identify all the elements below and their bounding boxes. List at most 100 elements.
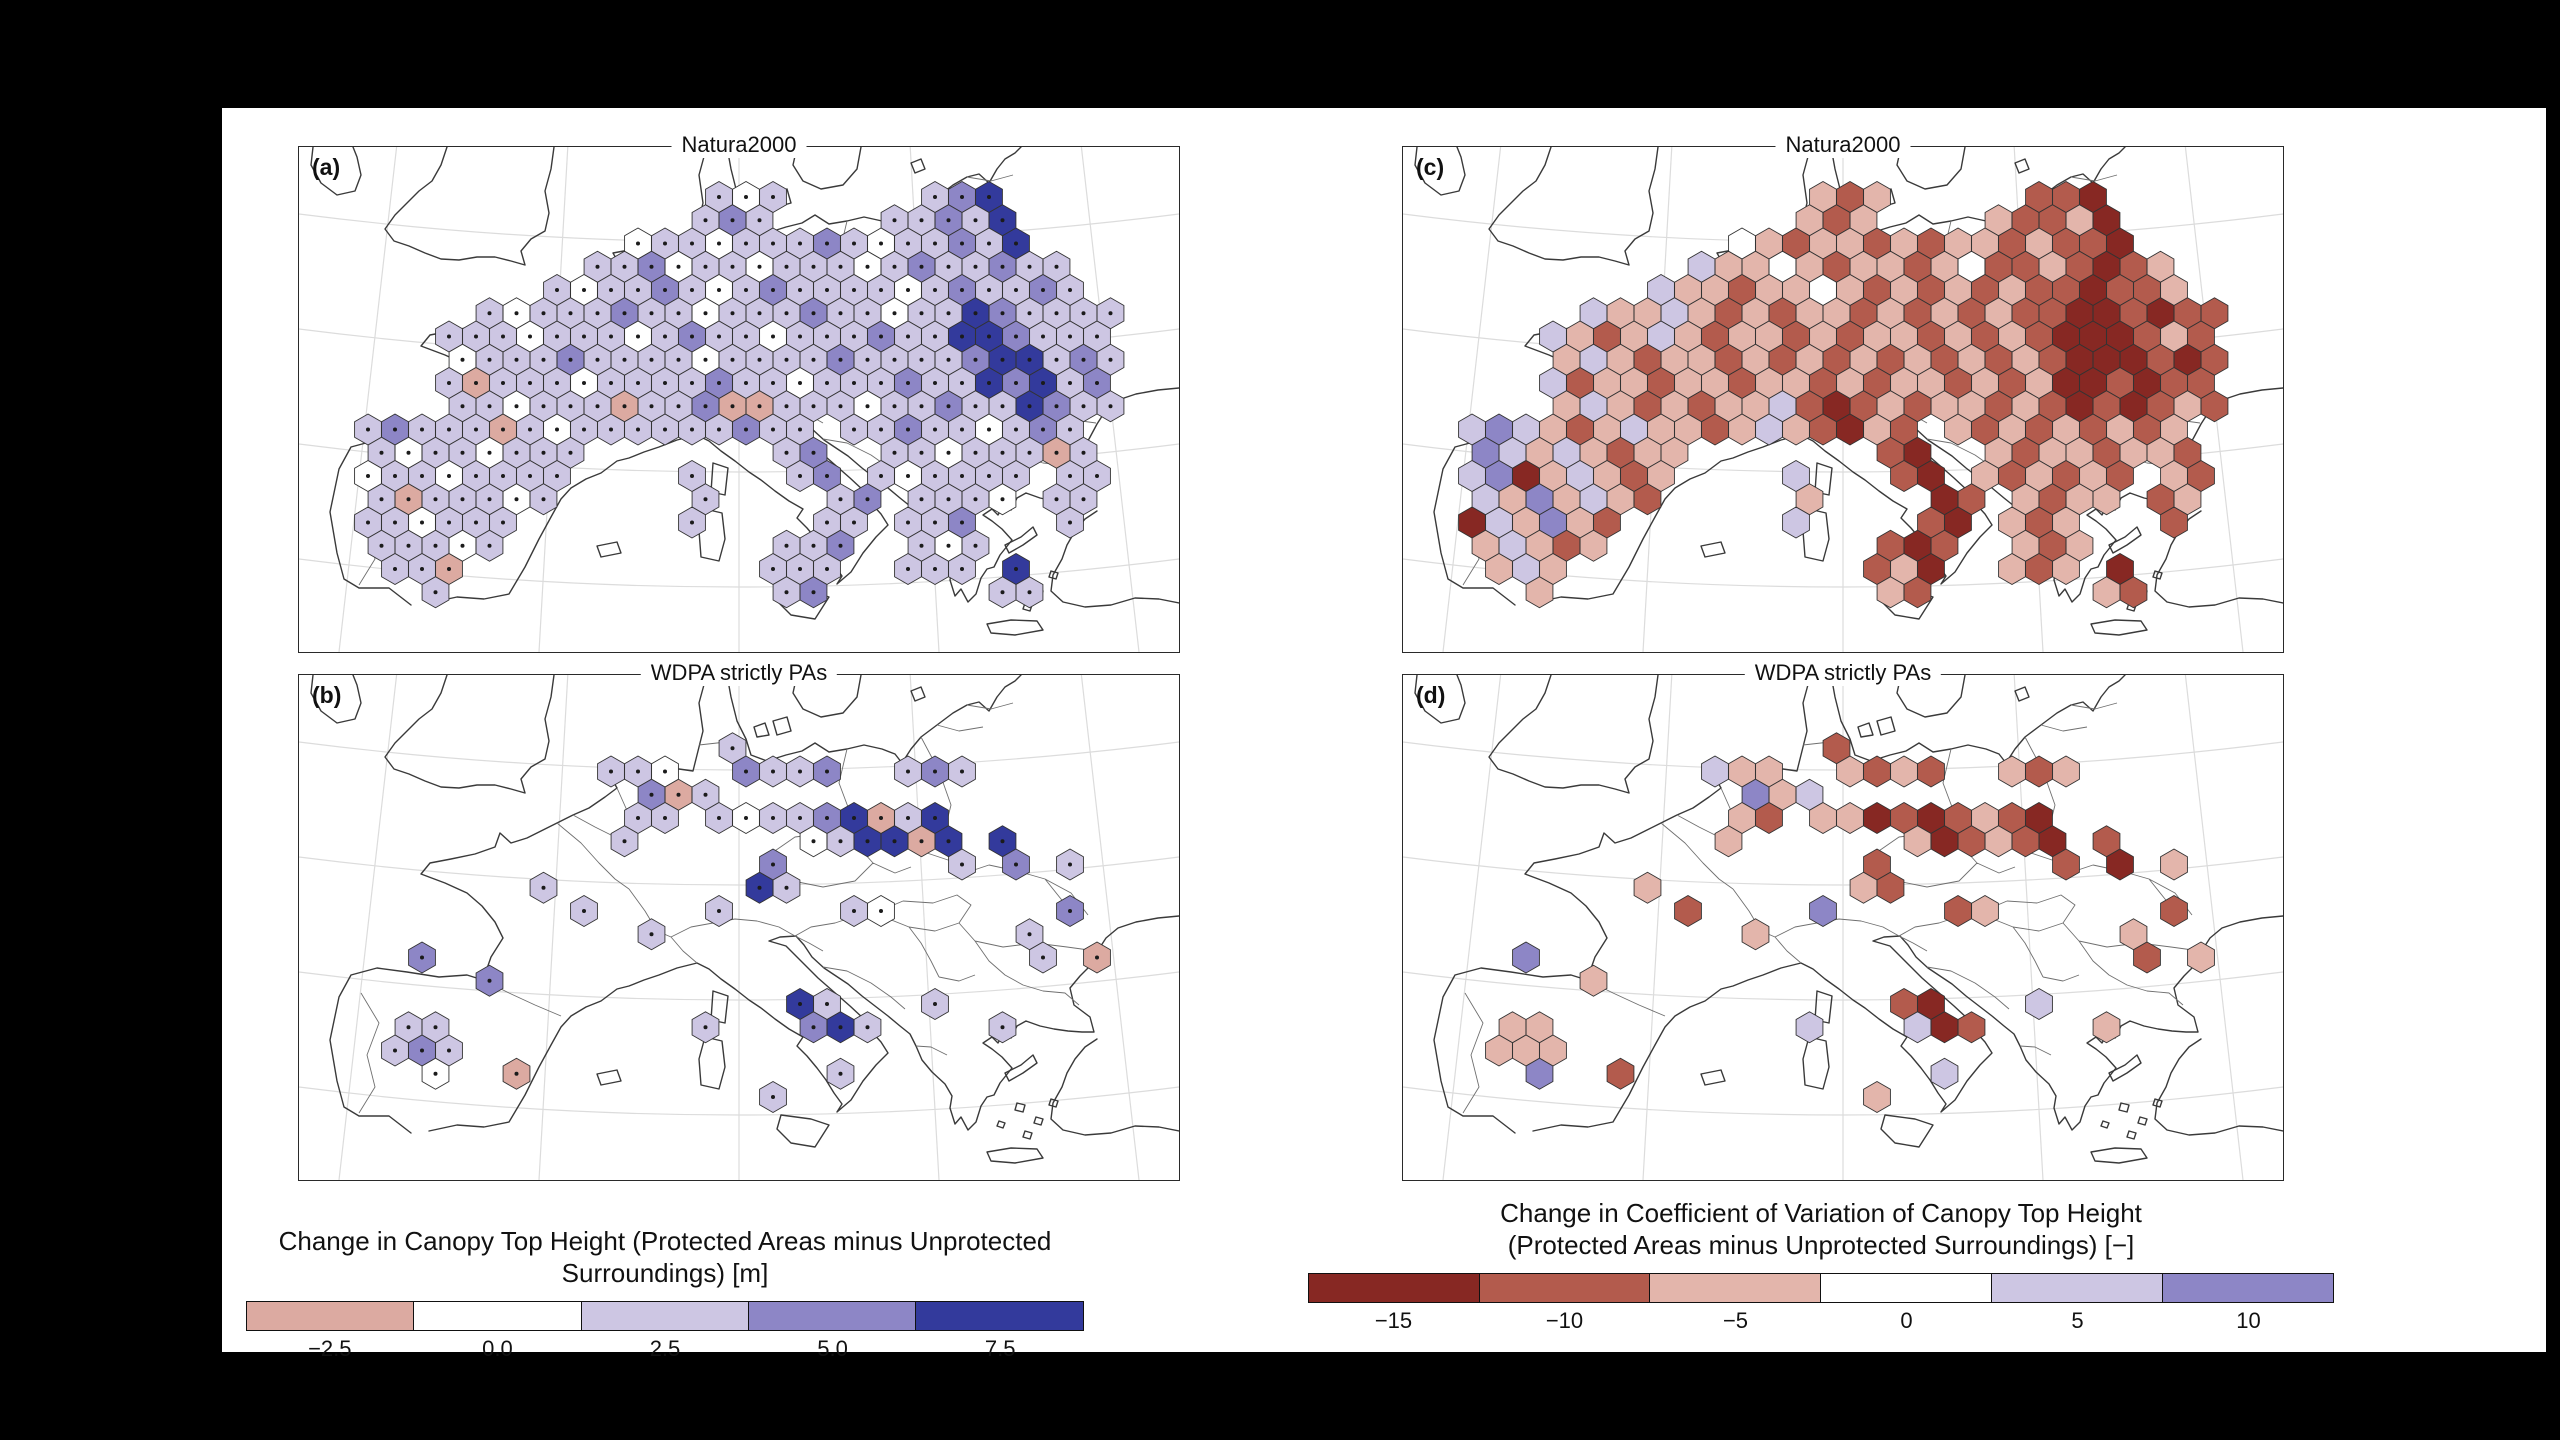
significance-dot (1000, 1025, 1005, 1030)
significance-dot (433, 543, 438, 548)
significance-dot (879, 381, 883, 385)
significance-dot (960, 769, 964, 774)
legend-canopy-height: Change in Canopy Top Height (Protected A… (246, 1226, 1084, 1362)
significance-dot (973, 543, 978, 548)
significance-dot (433, 450, 438, 455)
significance-dot (690, 334, 694, 339)
significance-dot (1068, 288, 1072, 292)
significance-dot (447, 381, 451, 385)
significance-dot (555, 427, 559, 432)
significance-dot (825, 381, 829, 385)
significance-dot (825, 520, 829, 525)
significance-dot (838, 497, 843, 502)
significance-dot (649, 932, 654, 937)
significance-dot (906, 241, 910, 246)
significance-dot (771, 427, 775, 432)
hex-cell (2092, 1011, 2121, 1044)
significance-dot (1068, 862, 1072, 867)
significance-dot (663, 334, 667, 339)
significance-dot (879, 816, 883, 820)
significance-dot (487, 311, 492, 316)
significance-dot (757, 264, 762, 269)
significance-dot (892, 839, 897, 844)
significance-dot (703, 357, 708, 362)
europe-map-a (299, 147, 1179, 652)
significance-dot (946, 543, 951, 548)
significance-dot (744, 195, 748, 199)
significance-dot (582, 427, 586, 432)
significance-dot (460, 497, 465, 502)
significance-dot (487, 404, 492, 409)
colorbar-tick-label: 0 (1900, 1308, 1913, 1334)
colorbar-tick-label: −5 (1722, 1308, 1749, 1334)
significance-dot (636, 816, 640, 820)
significance-dot (987, 288, 991, 292)
significance-dot (514, 357, 519, 362)
hex-cell (1633, 483, 1662, 516)
significance-dot (595, 357, 600, 362)
significance-dot (636, 334, 640, 339)
panel-letter-d: (d) (1416, 682, 1446, 708)
significance-dot (919, 839, 924, 844)
significance-dot (460, 404, 465, 409)
significance-dot (987, 427, 991, 432)
hex-cell (1836, 801, 1864, 835)
panel-title-c: Natura2000 (1775, 132, 1911, 158)
significance-dot (946, 218, 951, 223)
significance-dot (1027, 590, 1032, 595)
hex-cell (2160, 894, 2188, 928)
significance-dot (447, 334, 451, 339)
significance-dot (933, 1002, 937, 1006)
significance-dot (703, 792, 708, 797)
significance-dot (474, 427, 478, 432)
significance-dot (865, 404, 870, 409)
significance-dot (568, 450, 573, 455)
significance-dot (406, 450, 411, 455)
significance-dot (973, 450, 978, 455)
significance-dot (406, 543, 411, 548)
significance-dot (1081, 404, 1086, 409)
significance-dot (906, 334, 910, 339)
map-panel-d: WDPA strictly PAs (d) (1402, 660, 2284, 1181)
significance-dot (690, 427, 694, 432)
panel-letter-a: (a) (312, 154, 341, 180)
significance-dot (1041, 427, 1045, 432)
significance-dot (717, 241, 721, 246)
hex-cell (1876, 871, 1905, 904)
significance-dot (919, 264, 924, 269)
significance-dot (784, 404, 789, 409)
significance-dot (1000, 218, 1005, 223)
significance-dot (730, 357, 735, 362)
significance-dot (1014, 381, 1018, 385)
significance-dot (649, 311, 654, 316)
significance-dot (811, 311, 816, 316)
significance-dot (730, 311, 735, 316)
significance-dot (1027, 311, 1032, 316)
significance-dot (703, 311, 708, 316)
significance-dot (784, 543, 789, 548)
colorbar-segment (246, 1301, 415, 1332)
significance-dot (784, 311, 789, 316)
significance-dot (636, 427, 640, 432)
significance-dot (892, 450, 897, 455)
significance-dot (906, 816, 910, 820)
significance-dot (1000, 497, 1005, 502)
significance-dot (609, 288, 613, 292)
significance-dot (676, 357, 681, 362)
hex-cell (1998, 755, 2026, 788)
significance-dot (595, 404, 600, 409)
significance-dot (447, 427, 451, 432)
hex-cell (1782, 506, 1810, 539)
colorbar-ticks-right: −15 −10 −5 0 5 10 (1308, 1303, 2334, 1334)
significance-dot (541, 311, 546, 316)
significance-dot (717, 334, 721, 339)
hex-cell (1701, 755, 1729, 788)
significance-dot (825, 816, 829, 820)
significance-dot (798, 381, 802, 385)
significance-dot (447, 474, 451, 478)
significance-dot (892, 264, 897, 269)
figure-canvas: Natura2000 (a) WDPA strictly PAs (b) Nat… (222, 108, 2546, 1361)
hex-cell (1809, 894, 1837, 928)
significance-dot (838, 1071, 843, 1076)
significance-dot (541, 357, 546, 362)
